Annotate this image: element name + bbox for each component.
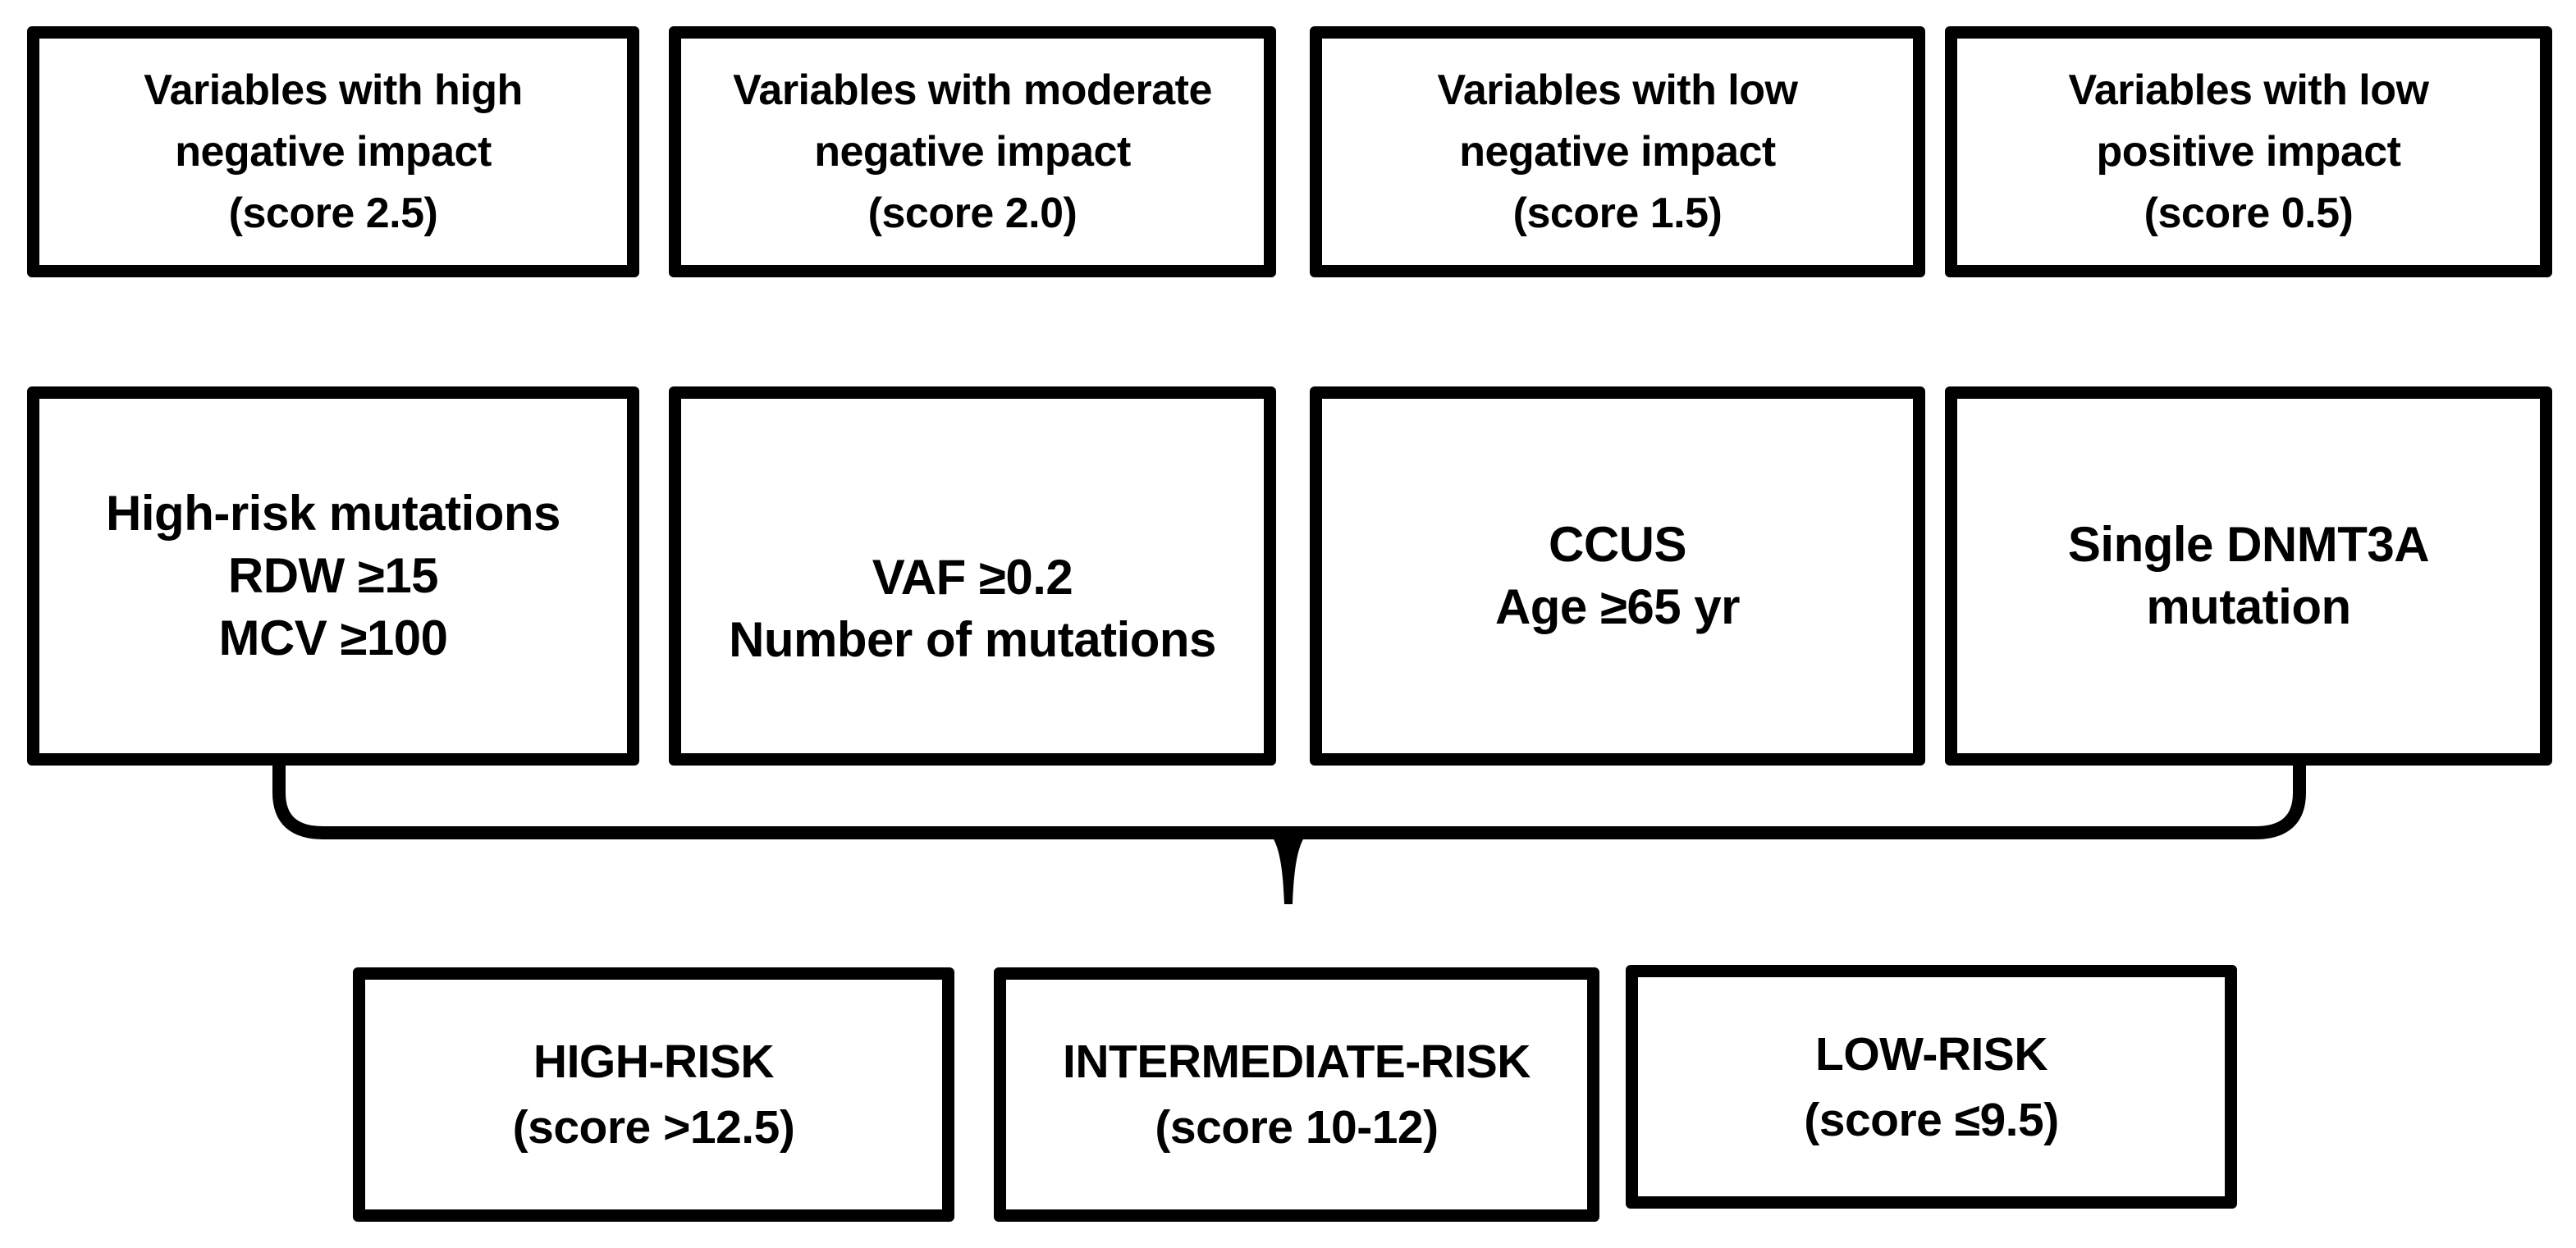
box-line: (score 2.0)	[867, 189, 1078, 237]
box-line: mutation	[2146, 579, 2351, 634]
score-box-high-negative: Variables with high negative impact (sco…	[27, 26, 639, 277]
variable-box-moderate-negative: VAF ≥0.2 Number of mutations	[669, 386, 1276, 766]
box-line: CCUS	[1548, 517, 1687, 572]
box-line: INTERMEDIATE-RISK	[1063, 1035, 1531, 1088]
risk-box-text: LOW-RISK (score ≤9.5)	[1804, 1022, 2059, 1153]
box-line: (score ≤9.5)	[1804, 1093, 2059, 1146]
variable-box-text: VAF ≥0.2 Number of mutations	[729, 546, 1216, 671]
box-line: (score 1.5)	[1512, 189, 1723, 237]
score-box-low-positive: Variables with low positive impact (scor…	[1945, 26, 2552, 277]
box-line: LOW-RISK	[1815, 1027, 2048, 1081]
box-line: negative impact	[814, 127, 1131, 176]
risk-box-text: INTERMEDIATE-RISK (score 10-12)	[1063, 1029, 1531, 1160]
variable-box-text: High-risk mutations RDW ≥15 MCV ≥100	[106, 482, 560, 670]
box-line: VAF ≥0.2	[872, 550, 1073, 605]
score-box-text: Variables with moderate negative impact …	[733, 60, 1212, 245]
risk-box-high: HIGH-RISK (score >12.5)	[353, 967, 954, 1222]
variable-box-high-negative: High-risk mutations RDW ≥15 MCV ≥100	[27, 386, 639, 766]
score-box-text: Variables with low negative impact (scor…	[1438, 60, 1798, 245]
variable-box-low-negative: CCUS Age ≥65 yr	[1310, 386, 1925, 766]
risk-box-low: LOW-RISK (score ≤9.5)	[1626, 965, 2237, 1209]
box-line: negative impact	[175, 127, 492, 176]
box-line: Variables with low	[1437, 66, 1798, 114]
box-line: Variables with high	[144, 66, 523, 114]
risk-box-text: HIGH-RISK (score >12.5)	[513, 1029, 795, 1160]
box-line: HIGH-RISK	[533, 1035, 775, 1088]
box-line: Variables with low	[2068, 66, 2429, 114]
box-line: MCV ≥100	[218, 610, 448, 665]
box-line: (score >12.5)	[512, 1101, 795, 1154]
box-line: (score 0.5)	[2144, 189, 2354, 237]
box-line: (score 10-12)	[1155, 1101, 1439, 1154]
box-line: positive impact	[2096, 127, 2401, 176]
risk-box-intermediate: INTERMEDIATE-RISK (score 10-12)	[994, 967, 1599, 1222]
box-line: Number of mutations	[729, 612, 1216, 667]
box-line: RDW ≥15	[227, 548, 439, 603]
box-line: (score 2.5)	[228, 189, 438, 237]
score-box-low-negative: Variables with low negative impact (scor…	[1310, 26, 1925, 277]
score-box-moderate-negative: Variables with moderate negative impact …	[669, 26, 1276, 277]
box-line: Variables with moderate	[733, 66, 1212, 114]
box-line: negative impact	[1459, 127, 1776, 176]
box-line: Single DNMT3A	[2067, 517, 2430, 572]
variable-box-text: CCUS Age ≥65 yr	[1494, 514, 1741, 638]
box-line: High-risk mutations	[106, 486, 560, 541]
variable-box-low-positive: Single DNMT3A mutation	[1945, 386, 2552, 766]
variable-box-text: Single DNMT3A mutation	[2067, 514, 2430, 638]
score-box-text: Variables with low positive impact (scor…	[2069, 60, 2429, 245]
box-line: Age ≥65 yr	[1494, 579, 1741, 634]
score-box-text: Variables with high negative impact (sco…	[144, 60, 523, 245]
